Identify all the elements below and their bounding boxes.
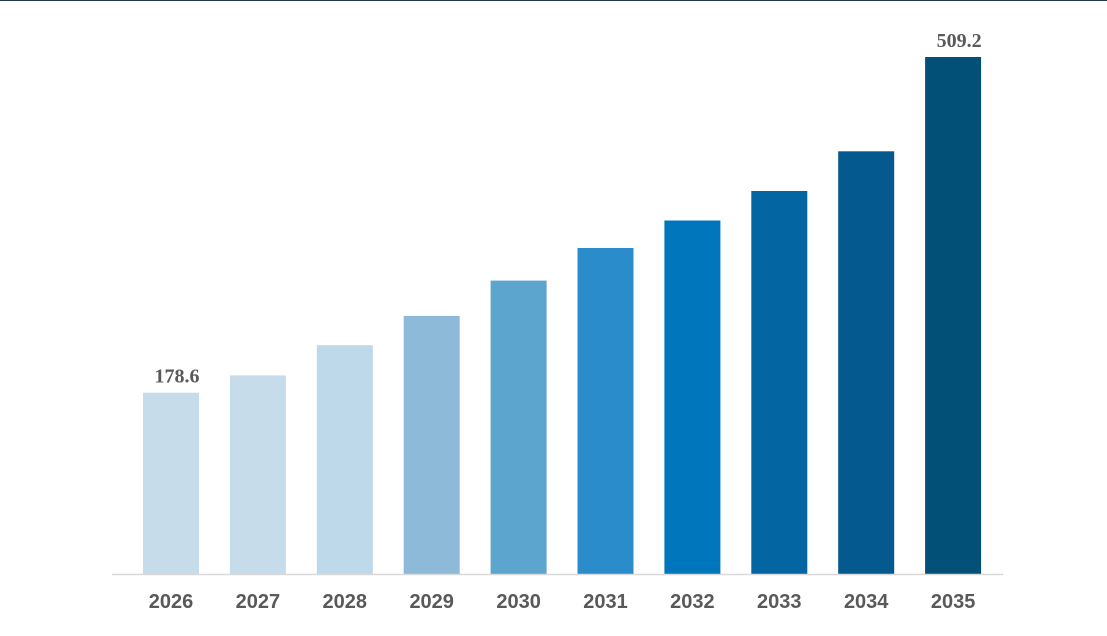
bar-2032 [664,220,721,574]
data-label-2026: 178.6 [155,366,200,388]
x-tick-label-2028: 2028 [323,591,368,613]
bar-2028 [316,345,373,574]
bar-2034 [838,151,895,575]
bar-2029 [403,315,460,574]
data-label-2035: 509.2 [937,30,982,52]
x-tick-label-2030: 2030 [496,591,541,613]
x-tick-label-2035: 2035 [931,591,976,613]
bar-2031 [577,248,634,574]
bar-2027 [229,375,286,574]
x-tick-label-2027: 2027 [236,591,281,613]
x-tick-label-2029: 2029 [409,591,454,613]
x-tick-label-2032: 2032 [670,591,715,613]
x-tick-labels: 2026 2027 2028 2029 2030 2031 2032 2033 2034 2035 [149,591,976,613]
x-tick-label-2026: 2026 [149,591,194,613]
bar-2026 [143,392,199,574]
bar-2033 [751,191,808,574]
x-tick-label-2034: 2034 [844,591,889,613]
bars-group [143,57,982,575]
x-tick-label-2031: 2031 [583,591,628,613]
x-tick-label-2033: 2033 [757,591,802,613]
bar-2030 [490,280,547,574]
data-labels: 178.6 509.2 [155,30,982,388]
top-border-line [0,0,1107,1]
bar-2035 [925,57,982,574]
